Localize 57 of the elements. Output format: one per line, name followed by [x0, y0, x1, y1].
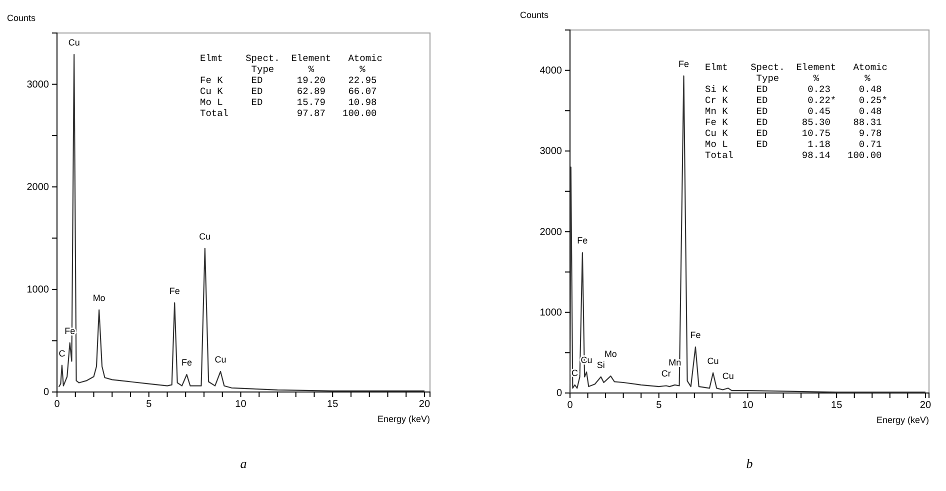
y-tick-label: 2000: [540, 226, 562, 238]
y-axis-title: Counts: [7, 13, 36, 23]
annotation: Fe K ED 85.30 88.31: [705, 117, 882, 128]
annotation: C: [58, 348, 66, 358]
annotation: Cu: [707, 356, 719, 366]
x-tick-label: 20: [418, 399, 430, 410]
y-tick-label: 3000: [540, 146, 562, 158]
annotation: Cr: [661, 368, 671, 379]
annotation: Total 97.87 100.00: [200, 108, 378, 119]
annotation: Cu: [68, 38, 80, 48]
x-axis-title: Energy (keV): [377, 414, 430, 424]
annotation: Cu K ED 10.75 9.78: [705, 128, 882, 139]
line-series: [58, 54, 426, 392]
y-axis-title: Counts: [520, 10, 550, 20]
x-tick-label: 20: [920, 400, 932, 412]
annotation: Cu K ED 62.89 66.07: [200, 86, 377, 97]
annotation: Type % %: [705, 73, 871, 84]
x-tick-label: 5: [656, 400, 662, 412]
y-tick-label: 0: [43, 387, 50, 398]
x-tick-label: 0: [54, 399, 60, 410]
annotation: Elmt Spect. Element Atomic: [705, 62, 888, 73]
y-tick-label: 2000: [26, 182, 50, 194]
y-tick-label: 0: [556, 388, 562, 400]
annotation: Mo: [92, 292, 106, 303]
annotation: Mn K ED 0.45 0.48: [705, 106, 882, 117]
annotation: Elmt Spect. Element Atomic: [200, 53, 383, 64]
annotation: Fe: [181, 358, 192, 368]
x-tick-label: 5: [146, 399, 152, 410]
annotation: Mo L ED 1.18 0.71: [705, 139, 882, 150]
x-axis-title: Energy (keV): [876, 415, 929, 425]
annotation: Si: [596, 360, 605, 370]
line-series: [569, 75, 926, 394]
annotation: Total 98.14 100.00: [705, 150, 882, 161]
annotation: Cu: [199, 231, 211, 242]
x-tick-label: 15: [327, 399, 339, 410]
text: b: [746, 456, 754, 471]
x-tick-label: 10: [235, 399, 247, 410]
annotation: Fe: [577, 236, 588, 246]
x-tick-label: 10: [742, 400, 754, 412]
annotation: Cu: [214, 354, 226, 364]
annotation: Fe: [169, 286, 180, 296]
y-tick-label: 4000: [540, 66, 562, 77]
y-tick-label: 3000: [26, 79, 50, 90]
x-tick-label: 0: [567, 400, 574, 412]
annotation: Cu: [722, 371, 734, 382]
annotation: Fe K ED 19.20 22.95: [200, 75, 378, 86]
annotation: Mo: [604, 348, 617, 359]
annotation: Mo L ED 15.79 10.98: [200, 97, 378, 108]
annotation: Fe: [678, 58, 689, 69]
x-tick-label: 15: [831, 400, 843, 412]
annotation: Si K ED 0.23 0.48: [705, 84, 882, 95]
text: a: [240, 456, 248, 471]
y-tick-label: 1000: [26, 284, 50, 296]
annotation: Type % %: [200, 64, 366, 75]
y-tick-label: 1000: [540, 308, 562, 319]
annotation: Cr K ED 0.22* 0.25*: [705, 95, 888, 106]
annotation: Fe: [690, 330, 701, 340]
